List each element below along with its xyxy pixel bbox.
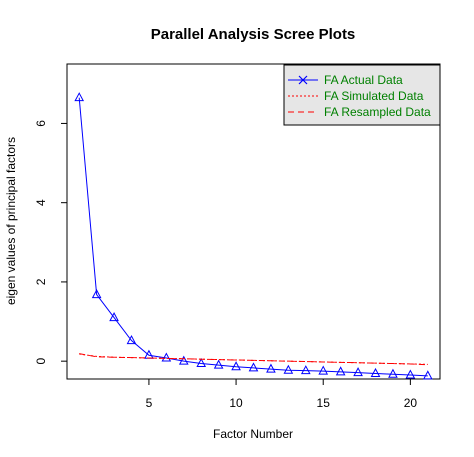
data-point-marker — [126, 335, 137, 345]
data-point-marker — [196, 357, 207, 368]
data-point-marker — [283, 364, 294, 374]
y-axis: 0 2 4 6 — [34, 120, 68, 365]
legend-box — [283, 64, 441, 126]
data-point-marker — [213, 359, 224, 369]
legend-label: FA Resampled Data — [324, 105, 431, 119]
chart-title: Parallel Analysis Scree Plots — [151, 26, 356, 43]
y-tick-label: 2 — [34, 278, 48, 285]
data-point-marker — [405, 369, 416, 379]
data-point-marker — [300, 365, 311, 375]
y-tick-label: 6 — [34, 120, 48, 127]
x-axis-label: Factor Number — [213, 427, 293, 441]
x-tick-label: 20 — [404, 396, 418, 410]
x-tick-label: 5 — [146, 396, 153, 410]
data-point-marker — [422, 370, 433, 380]
data-point-marker — [74, 92, 85, 102]
series-line-1 — [78, 97, 428, 377]
data-point-marker — [231, 361, 241, 371]
x-axis: 5 10 15 20 — [146, 378, 418, 410]
y-tick-label: 0 — [34, 358, 48, 365]
data-point-marker — [335, 366, 346, 376]
y-tick-label: 4 — [34, 199, 48, 206]
data-point-marker — [370, 367, 381, 377]
series-layer — [74, 92, 433, 380]
data-point-marker — [266, 363, 276, 373]
data-point-marker — [318, 365, 329, 375]
data-point-marker — [144, 349, 154, 359]
legend-x-icon — [298, 75, 308, 85]
data-point-marker — [248, 362, 259, 372]
data-point-marker — [161, 352, 172, 362]
x-tick-label: 10 — [229, 396, 243, 410]
series-line-3 — [79, 353, 428, 366]
legend-label: FA Simulated Data — [324, 89, 424, 103]
data-point-marker — [91, 289, 102, 299]
data-point-marker — [178, 355, 189, 365]
legend-label: FA Actual Data — [324, 73, 403, 87]
data-point-marker — [353, 367, 363, 377]
legend: FA Actual Data FA Simulated Data FA Resamp… — [283, 64, 441, 126]
data-point-marker — [109, 312, 119, 322]
data-point-marker — [388, 368, 398, 378]
y-axis-label: eigen values of principal factors — [4, 137, 18, 305]
x-tick-label: 15 — [317, 396, 331, 410]
